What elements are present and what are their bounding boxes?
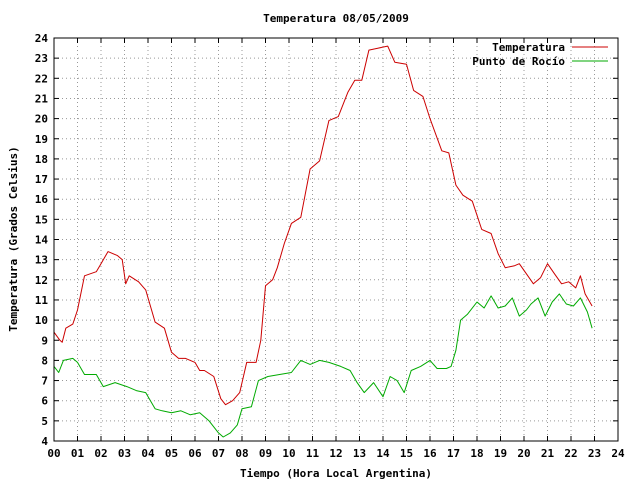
x-tick-label: 15: [400, 447, 413, 460]
x-tick-label: 24: [611, 447, 625, 460]
x-tick-labels: 00 01 02 03 04 05 06 07 08 09 10 11 12 13 14 15 16 17 18 19…: [47, 447, 625, 460]
y-tick-label: 4: [41, 435, 48, 448]
x-tick-label: 20: [517, 447, 530, 460]
x-tick-label: 08: [235, 447, 248, 460]
x-tick-label: 02: [94, 447, 107, 460]
x-tick-label: 17: [447, 447, 460, 460]
x-tick-label: 00: [47, 447, 60, 460]
y-tick-label: 12: [35, 274, 48, 287]
x-tick-label: 23: [588, 447, 601, 460]
series-line-punto-de-roc-o: [53, 293, 593, 438]
x-axis-label: Tiempo (Hora Local Argentina): [240, 467, 432, 480]
y-tick-label: 15: [35, 213, 48, 226]
y-tick-label: 10: [35, 314, 48, 327]
y-tick-labels: 4 5 6 7 8 9 10 11 12 13 14 15 16 17 18 19 20 21 22 23 24: [35, 32, 49, 448]
x-tick-label: 14: [376, 447, 390, 460]
grid: [54, 38, 618, 441]
x-tick-label: 11: [306, 447, 320, 460]
y-axis-label: Temperatura (Grados Celsius): [7, 146, 20, 331]
y-tick-label: 7: [41, 375, 48, 388]
chart-title: Temperatura 08/05/2009: [263, 12, 409, 25]
x-tick-label: 01: [71, 447, 85, 460]
axis-ticks: [53, 37, 619, 442]
x-tick-label: 05: [165, 447, 178, 460]
series-lines: [53, 45, 593, 438]
x-tick-label: 21: [541, 447, 555, 460]
y-tick-label: 23: [35, 52, 48, 65]
x-tick-label: 22: [564, 447, 577, 460]
y-tick-label: 18: [35, 153, 48, 166]
y-tick-label: 8: [41, 354, 48, 367]
x-tick-label: 18: [470, 447, 483, 460]
x-tick-label: 19: [494, 447, 507, 460]
y-tick-label: 19: [35, 133, 48, 146]
y-tick-label: 16: [35, 193, 49, 206]
x-tick-label: 09: [259, 447, 272, 460]
x-tick-label: 12: [329, 447, 342, 460]
x-tick-label: 16: [423, 447, 437, 460]
y-tick-label: 13: [35, 254, 48, 267]
y-tick-label: 11: [35, 294, 49, 307]
x-tick-label: 13: [353, 447, 366, 460]
x-tick-label: 10: [282, 447, 295, 460]
x-tick-label: 04: [141, 447, 155, 460]
y-tick-label: 24: [35, 32, 49, 45]
legend-label: Temperatura: [492, 41, 565, 54]
y-tick-label: 6: [41, 395, 48, 408]
y-tick-label: 22: [35, 72, 48, 85]
y-tick-label: 14: [35, 234, 49, 247]
plot-frame: [53, 37, 619, 442]
y-tick-label: 5: [41, 415, 48, 428]
y-tick-label: 21: [35, 92, 49, 105]
x-tick-label: 03: [118, 447, 131, 460]
series-line-temperatura: [53, 45, 593, 406]
y-tick-label: 20: [35, 113, 48, 126]
y-tick-label: 17: [35, 173, 48, 186]
y-tick-label: 9: [41, 334, 48, 347]
legend-label: Punto de Rocío: [472, 55, 565, 68]
x-tick-label: 07: [212, 447, 225, 460]
x-tick-label: 06: [188, 447, 202, 460]
